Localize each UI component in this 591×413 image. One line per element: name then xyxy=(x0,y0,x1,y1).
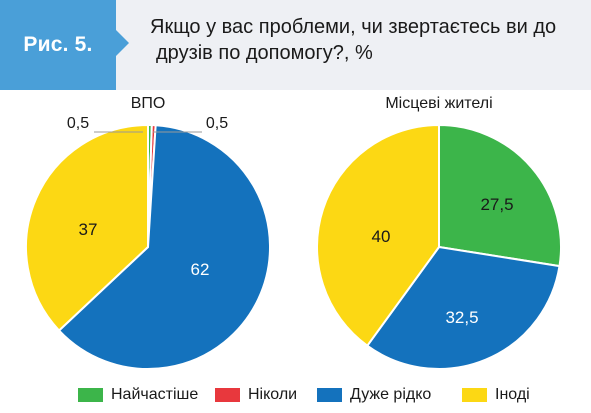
figure-header: Рис. 5. Якщо у вас проблеми, чи звертаєт… xyxy=(0,0,591,90)
pie-vpo-label-nikoly: 0,5 xyxy=(206,115,228,132)
legend-swatch xyxy=(78,388,103,402)
pie-local-label-duzhe-ridko: 32,5 xyxy=(445,308,478,327)
legend-label: Іноді xyxy=(495,386,530,403)
legend-item-nikoly: Ніколи xyxy=(215,386,297,404)
legend-swatch xyxy=(462,388,487,402)
pie-charts: ВПО 0,5 0,5 62 37 Місцеві жителі 27,5 32… xyxy=(25,95,562,370)
legend-item-inodi: Іноді xyxy=(462,386,530,404)
legend: Найчастіше Ніколи Дуже рідко Іноді xyxy=(0,380,591,410)
figure-title-line2: друзів по допомогу?, % xyxy=(156,42,373,64)
pie-local-title: Місцеві жителі xyxy=(385,95,492,112)
pie-vpo xyxy=(25,123,272,370)
pie-vpo-label-duzhe-ridko: 62 xyxy=(191,260,210,279)
pie-vpo-label-naichastishe: 0,5 xyxy=(67,115,89,132)
pie-local xyxy=(316,123,562,370)
pie-vpo-slice-duzhe-ridko xyxy=(57,124,272,370)
pie-local-label-inodi: 40 xyxy=(372,227,391,246)
pie-vpo-slice-inodi xyxy=(25,123,149,332)
pie-vpo-title: ВПО xyxy=(131,95,166,112)
pie-local-slice-duzhe-ridko xyxy=(365,245,561,370)
pie-vpo-label-inodi: 37 xyxy=(79,220,98,239)
figure-label-arrow xyxy=(116,30,129,56)
pie-local-slice-inodi xyxy=(316,123,440,348)
pie-local-label-naichastishe: 27,5 xyxy=(480,195,513,214)
legend-item-duzhe-ridko: Дуже рідко xyxy=(317,386,431,404)
legend-swatch xyxy=(317,388,342,402)
figure-title: Якщо у вас проблеми, чи звертаєтесь ви д… xyxy=(150,14,570,66)
legend-label: Ніколи xyxy=(248,386,298,403)
legend-label: Найчастіше xyxy=(111,386,199,403)
legend-item-naichastishe: Найчастіше xyxy=(78,386,198,404)
figure-title-line1: Якщо у вас проблеми, чи звертаєтесь ви д… xyxy=(150,16,557,38)
pie-local-slice-naichastishe xyxy=(438,123,562,268)
legend-label: Дуже рідко xyxy=(350,386,432,403)
legend-swatch xyxy=(215,388,240,402)
figure-label: Рис. 5. xyxy=(0,0,116,90)
